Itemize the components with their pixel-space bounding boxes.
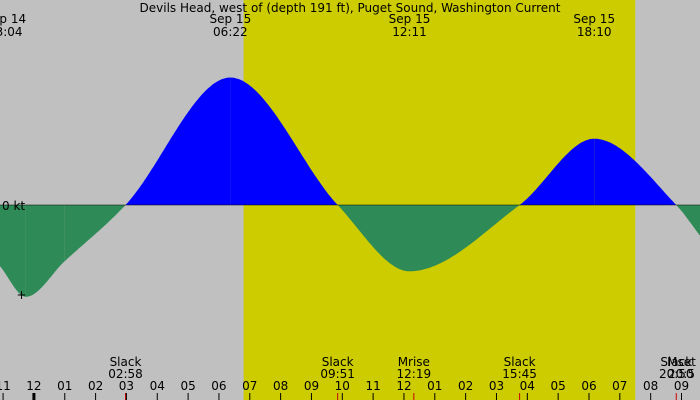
ebb-area	[0, 205, 26, 297]
hour-tick-label: 02	[88, 379, 103, 393]
event-labels: Slack02:58Slack09:51Mrise12:19Slack15:45…	[108, 355, 696, 400]
hour-tick-label: 09	[304, 379, 319, 393]
ebb-area	[337, 205, 410, 272]
event-time: 09:51	[320, 367, 355, 381]
current-areas	[0, 77, 700, 297]
hour-tick-label: 08	[273, 379, 288, 393]
hour-tick-label: 04	[520, 379, 535, 393]
hour-tick-label: 03	[489, 379, 504, 393]
event-time: 02:58	[108, 367, 143, 381]
hour-tick-label: 05	[551, 379, 566, 393]
event-name: Slack	[660, 355, 692, 369]
peak-date: Sep 14	[0, 12, 26, 26]
hour-tick-label: 12	[26, 379, 41, 393]
zero-kt-label: 0 kt	[2, 199, 25, 213]
event-name: Slack	[110, 355, 142, 369]
event-time: 12:19	[397, 367, 432, 381]
ebb-area	[409, 205, 520, 272]
event-name: Mrise	[398, 355, 430, 369]
event-time: 20:5	[668, 367, 695, 381]
hour-tick-label: 12	[396, 379, 411, 393]
hour-tick-label: 07	[612, 379, 627, 393]
peak-date: Sep 15	[573, 12, 615, 26]
hour-tick-label: 09	[674, 379, 689, 393]
hour-tick-label: 08	[643, 379, 658, 393]
event-time: 20:50	[659, 367, 694, 381]
flood-area	[230, 77, 338, 205]
ebb-area	[25, 205, 65, 297]
event-name: Slack	[322, 355, 354, 369]
event-time: 15:45	[502, 367, 537, 381]
peak-time: 12:11	[392, 25, 427, 39]
hour-tick-label: 01	[57, 379, 72, 393]
ebb-area	[676, 205, 700, 236]
flood-area	[125, 77, 231, 205]
hour-tick-label: 11	[365, 379, 380, 393]
hour-tick-label: 06	[211, 379, 226, 393]
event-name: Mset	[667, 355, 696, 369]
hour-tick-label: 03	[119, 379, 134, 393]
hour-tick-label: 11	[0, 379, 11, 393]
peak-time: 06:22	[213, 25, 248, 39]
flood-area	[519, 138, 595, 205]
peak-date: Sep 15	[389, 12, 431, 26]
hour-tick-label: 07	[242, 379, 257, 393]
current-position-marker: +	[17, 288, 27, 302]
chart-title: Devils Head, west of (depth 191 ft), Pug…	[140, 1, 561, 15]
hour-tick-label: 02	[458, 379, 473, 393]
peak-label: Sep 1423:04	[0, 12, 26, 39]
hour-tick-label: 06	[581, 379, 596, 393]
peak-time: 23:04	[0, 25, 23, 39]
event-name: Slack	[504, 355, 536, 369]
ebb-area	[64, 205, 126, 262]
hour-tick-label: 04	[150, 379, 165, 393]
hour-tick-label: 05	[180, 379, 195, 393]
peak-time: 18:10	[577, 25, 612, 39]
hour-tick-label: 01	[427, 379, 442, 393]
hour-tick-label: 10	[335, 379, 350, 393]
peak-date: Sep 15	[210, 12, 252, 26]
flood-area	[594, 138, 677, 205]
hour-axis: 11 12 01 02 03 04 05 06 07 08 09 10 11 12 01 02 03 04 05 06…	[0, 379, 689, 400]
